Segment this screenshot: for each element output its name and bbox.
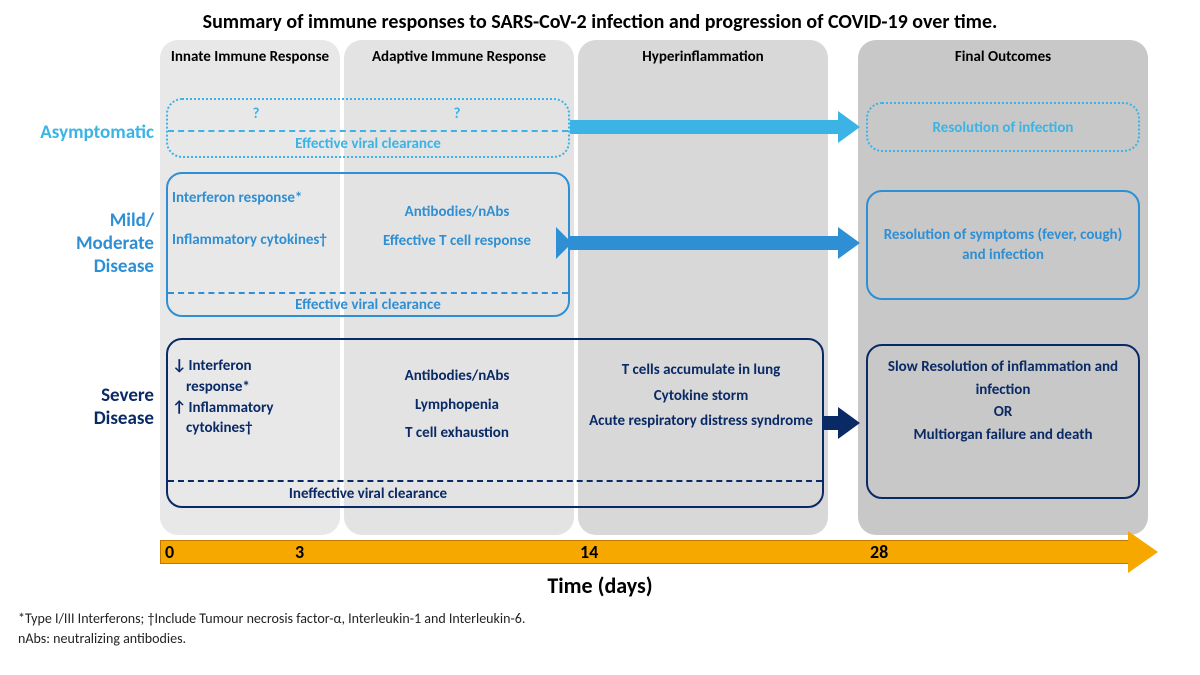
arrow-notch-mild — [556, 227, 572, 259]
chart-area: Innate Immune Response Adaptive Immune R… — [0, 40, 1200, 580]
time-axis-body — [160, 540, 1130, 564]
severe-hyper: T cells accumulate in lung Cytokine stor… — [578, 358, 824, 435]
outcome-severe-l2: OR — [994, 403, 1013, 421]
mild-innate: Interferon response* Inflammatory cytoki… — [172, 188, 340, 251]
asym-clearance: Effective viral clearance — [166, 134, 570, 154]
divider-severe — [168, 480, 822, 482]
col-header-outcome: Final Outcomes — [858, 48, 1148, 66]
severe-innate: ↓Interferon response* ↑Inflammatory cyto… — [172, 355, 340, 439]
time-axis-label: Time (days) — [0, 572, 1200, 599]
severe-adaptive-l1: Antibodies/nAbs — [405, 367, 510, 385]
severe-adaptive-l3: T cell exhaustion — [405, 424, 509, 442]
row-label-severe: Severe Disease — [0, 385, 160, 431]
col-header-innate: Innate Immune Response — [160, 48, 340, 66]
severe-innate-l1b: response* — [186, 378, 250, 396]
severe-clearance: Ineffective viral clearance — [166, 484, 570, 504]
divider-mild — [168, 292, 568, 294]
col-header-adaptive: Adaptive Immune Response — [344, 48, 574, 66]
divider-asymptomatic — [168, 130, 568, 132]
down-arrow-icon: ↓ — [172, 355, 186, 377]
time-tick-3: 3 — [295, 541, 304, 563]
severe-adaptive: Antibodies/nAbs Lymphopenia T cell exhau… — [344, 362, 570, 448]
arrow-asymptomatic — [570, 120, 840, 134]
footnote-1: *Type I/III Interferons; †Include Tumour… — [18, 610, 525, 627]
severe-hyper-l1: T cells accumulate in lung — [622, 361, 781, 379]
arrow-head-mild — [838, 227, 860, 259]
time-tick-14: 14 — [580, 541, 598, 563]
mild-adaptive-line2: Effective T cell response — [383, 232, 531, 250]
severe-innate-l1a: Interferon — [188, 357, 251, 375]
row-label-asymptomatic: Asymptomatic — [0, 122, 160, 145]
arrow-mild — [570, 236, 840, 250]
severe-adaptive-l2: Lymphopenia — [415, 396, 499, 414]
mild-adaptive-line1: Antibodies/nAbs — [405, 203, 510, 221]
outcome-asymptomatic: Resolution of infection — [866, 118, 1140, 138]
severe-hyper-l2: Cytokine storm — [654, 387, 749, 405]
time-tick-28: 28 — [870, 541, 888, 563]
mild-clearance: Effective viral clearance — [166, 295, 570, 315]
time-axis-arrow — [160, 540, 1160, 564]
outcome-mild: Resolution of symptoms (fever, cough) an… — [876, 225, 1130, 266]
up-arrow-icon: ↑ — [172, 397, 186, 419]
outcome-severe-l1: Slow Resolution of inflammation and infe… — [888, 358, 1118, 399]
severe-innate-l2b: cytokines† — [186, 419, 253, 437]
diagram-title: Summary of immune responses to SARS-CoV-… — [0, 0, 1200, 40]
asym-adaptive: ? — [344, 104, 570, 124]
mild-adaptive: Antibodies/nAbs Effective T cell respons… — [344, 198, 570, 255]
severe-hyper-l3: Acute respiratory distress syndrome — [589, 412, 813, 430]
arrow-head-asymptomatic — [838, 111, 860, 143]
mild-innate-line1: Interferon response* — [172, 189, 302, 207]
outcome-severe-l3: Multiorgan failure and death — [914, 426, 1093, 444]
asym-innate: ? — [166, 104, 346, 124]
arrow-head-severe — [838, 407, 860, 439]
footnote-2: nAbs: neutralizing antibodies. — [18, 630, 186, 647]
mild-innate-line2: Inflammatory cytokines† — [172, 231, 327, 249]
row-label-mild: Mild/ Moderate Disease — [0, 210, 160, 278]
time-tick-0: 0 — [165, 541, 174, 563]
outcome-severe: Slow Resolution of inflammation and infe… — [876, 356, 1130, 446]
col-header-hyper: Hyperinflammation — [578, 48, 828, 66]
time-axis-head-icon — [1128, 531, 1158, 573]
severe-innate-l2a: Inflammatory — [188, 399, 273, 417]
